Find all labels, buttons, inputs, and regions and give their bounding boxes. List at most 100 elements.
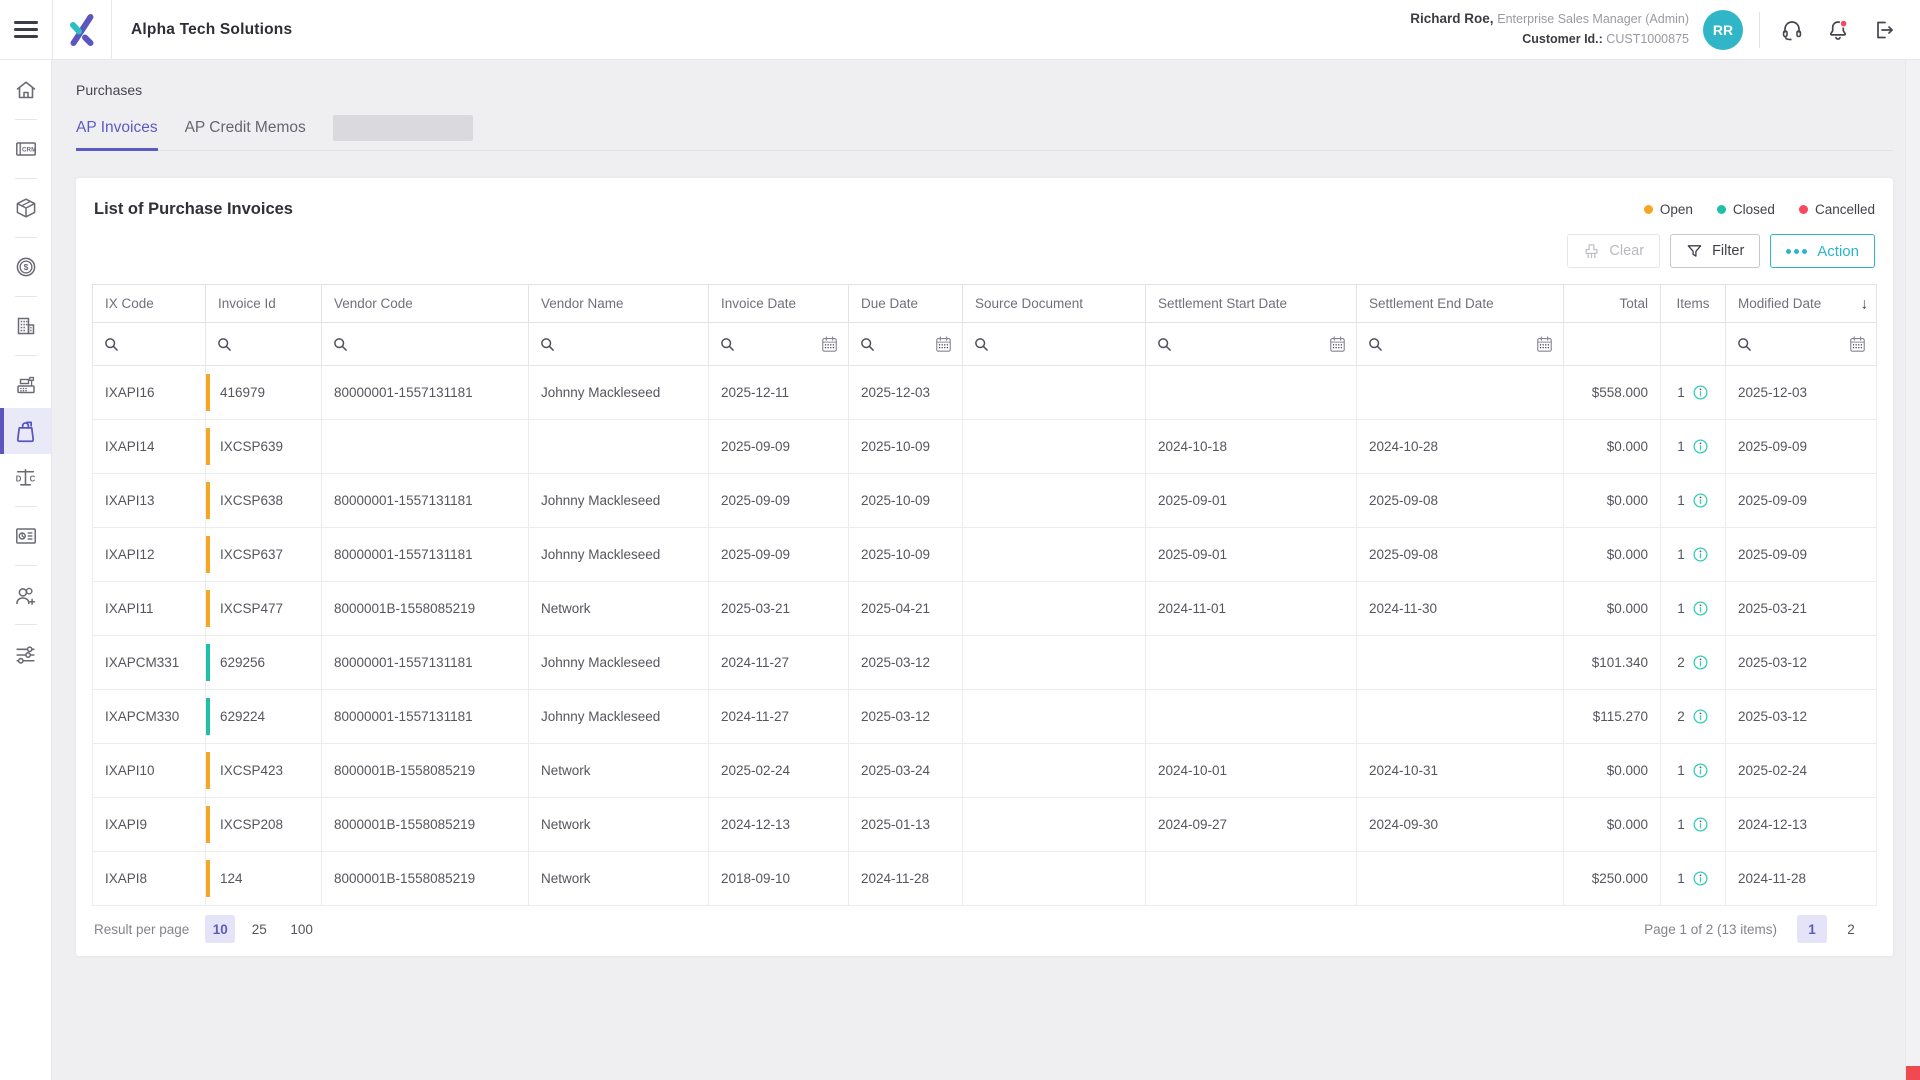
hamburger-menu-button[interactable] [0, 17, 52, 43]
sidebar-item-customers[interactable] [0, 572, 51, 618]
cell-ix-code: IXAPI12 [92, 527, 206, 582]
filter-invoice-id[interactable] [205, 322, 322, 366]
column-header-due-date[interactable]: Due Date [848, 284, 963, 323]
table-row[interactable]: IXAPI12 IXCSP637 80000001-1557131181 Joh… [92, 527, 1877, 582]
filter-settlement-start-date[interactable] [1145, 322, 1357, 366]
sidebar-item-payments[interactable]: $ [0, 244, 51, 290]
items-info-icon[interactable] [1692, 762, 1709, 779]
crm-icon: CRM [15, 142, 36, 156]
items-info-icon[interactable] [1692, 384, 1709, 401]
column-header-settlement-end-date[interactable]: Settlement End Date [1356, 284, 1564, 323]
page-button-1[interactable]: 1 [1797, 915, 1827, 943]
filter-vendor-name[interactable] [528, 322, 709, 366]
cell-modified-date: 2025-12-03 [1725, 365, 1877, 420]
app-logo[interactable] [52, 0, 112, 59]
column-header-items[interactable]: Items [1660, 284, 1726, 323]
cell-ix-code: IXAPI14 [92, 419, 206, 474]
panel-title: List of Purchase Invoices [94, 200, 293, 218]
sidebar-item-home[interactable] [0, 67, 51, 113]
cell-vendor-name: Johnny Mackleseed [528, 635, 709, 690]
clear-button[interactable]: Clear [1567, 234, 1661, 268]
avatar[interactable]: RR [1703, 9, 1743, 50]
cell-vendor-code: 8000001B-1558085219 [321, 851, 529, 906]
column-header-modified-date[interactable]: Modified Date ↓ [1725, 284, 1877, 323]
sidebar-item-purchases[interactable] [0, 408, 51, 454]
cell-vendor-code: 80000001-1557131181 [321, 365, 529, 420]
table-row[interactable]: IXAPCM331 629256 80000001-1557131181 Joh… [92, 635, 1877, 690]
column-header-total[interactable]: Total [1563, 284, 1661, 323]
cell-items: 1 [1660, 581, 1726, 636]
filter-button[interactable]: Filter [1670, 234, 1761, 268]
filter-invoice-date[interactable] [708, 322, 849, 366]
sidebar-item-balance[interactable]: D C [0, 454, 51, 500]
cell-invoice-id: IXCSP208 [205, 797, 322, 852]
legend-open: Open [1643, 202, 1693, 217]
items-info-icon[interactable] [1692, 438, 1709, 455]
column-header-invoice-id[interactable]: Invoice Id [205, 284, 322, 323]
per-page-option-25[interactable]: 25 [251, 921, 267, 937]
items-info-icon[interactable] [1692, 816, 1709, 833]
sidebar-nav: CRM $ [0, 60, 52, 1080]
cell-invoice-id: IXCSP423 [205, 743, 322, 798]
sidebar-item-crm[interactable]: CRM [0, 126, 51, 172]
sidebar-item-settings[interactable] [0, 631, 51, 677]
cell-invoice-id: 124 [205, 851, 322, 906]
cell-settlement-start [1145, 365, 1357, 420]
tab-ap-credit-memos[interactable]: AP Credit Memos [184, 119, 306, 136]
filter-total-empty [1563, 322, 1661, 366]
sidebar-item-pos[interactable] [0, 362, 51, 408]
support-headset-button[interactable] [1780, 18, 1804, 42]
column-header-vendor-name[interactable]: Vendor Name [528, 284, 709, 323]
vertical-scrollbar[interactable] [1905, 60, 1920, 1080]
table-row[interactable]: IXAPI10 IXCSP423 8000001B-1558085219 Net… [92, 743, 1877, 798]
table-row[interactable]: IXAPI9 IXCSP208 8000001B-1558085219 Netw… [92, 797, 1877, 852]
action-button[interactable]: Action [1770, 234, 1875, 268]
sort-descending-icon[interactable]: ↓ [1860, 295, 1869, 312]
filter-ix-code[interactable] [92, 322, 206, 366]
filter-source-document[interactable] [962, 322, 1146, 366]
svg-text:CRM: CRM [22, 147, 36, 154]
sidebar-item-organization[interactable] [0, 303, 51, 349]
cell-total: $115.270 [1563, 689, 1661, 744]
cell-invoice-id: IXCSP637 [205, 527, 322, 582]
filter-due-date[interactable] [848, 322, 963, 366]
items-info-icon[interactable] [1692, 870, 1709, 887]
tab-ap-invoices[interactable]: AP Invoices [76, 119, 158, 151]
column-header-ix-code[interactable]: IX Code [92, 284, 206, 323]
table-row[interactable]: IXAPI13 IXCSP638 80000001-1557131181 Joh… [92, 473, 1877, 528]
cell-vendor-name: Network [528, 851, 709, 906]
table-row[interactable]: IXAPI11 IXCSP477 8000001B-1558085219 Net… [92, 581, 1877, 636]
per-page-option-10[interactable]: 10 [205, 915, 236, 943]
sidebar-item-reports[interactable] [0, 513, 51, 559]
items-info-icon[interactable] [1692, 546, 1709, 563]
items-info-icon[interactable] [1692, 492, 1709, 509]
cell-vendor-code: 80000001-1557131181 [321, 527, 529, 582]
cell-invoice-date: 2025-09-09 [708, 527, 849, 582]
column-header-invoice-date[interactable]: Invoice Date [708, 284, 849, 323]
cell-invoice-id: 629256 [205, 635, 322, 690]
filter-settlement-end-date[interactable] [1356, 322, 1564, 366]
column-header-settlement-start-date[interactable]: Settlement Start Date [1145, 284, 1357, 323]
items-info-icon[interactable] [1692, 708, 1709, 725]
notification-dot [1839, 19, 1848, 28]
table-row[interactable]: IXAPI14 IXCSP639 2025-09-09 2025-10-09 2… [92, 419, 1877, 474]
cell-items: 1 [1660, 419, 1726, 474]
items-info-icon[interactable] [1692, 654, 1709, 671]
items-info-icon[interactable] [1692, 600, 1709, 617]
page-button-2[interactable]: 2 [1847, 921, 1855, 937]
column-header-vendor-code[interactable]: Vendor Code [321, 284, 529, 323]
table-row[interactable]: IXAPI8 124 8000001B-1558085219 Network 2… [92, 851, 1877, 906]
cell-settlement-end: 2024-10-31 [1356, 743, 1564, 798]
table-row[interactable]: IXAPCM330 629224 80000001-1557131181 Joh… [92, 689, 1877, 744]
logout-button[interactable] [1872, 18, 1896, 42]
cancelled-status-dot [1798, 205, 1808, 214]
cell-modified-date: 2025-09-09 [1725, 473, 1877, 528]
notifications-button[interactable] [1826, 18, 1850, 42]
sidebar-item-products[interactable] [0, 185, 51, 231]
table-row[interactable]: IXAPI16 416979 80000001-1557131181 Johnn… [92, 365, 1877, 420]
column-header-source-document[interactable]: Source Document [962, 284, 1146, 323]
per-page-option-100[interactable]: 100 [290, 921, 313, 937]
filter-vendor-code[interactable] [321, 322, 529, 366]
filter-modified-date[interactable] [1725, 322, 1877, 366]
cell-source-document [962, 743, 1146, 798]
